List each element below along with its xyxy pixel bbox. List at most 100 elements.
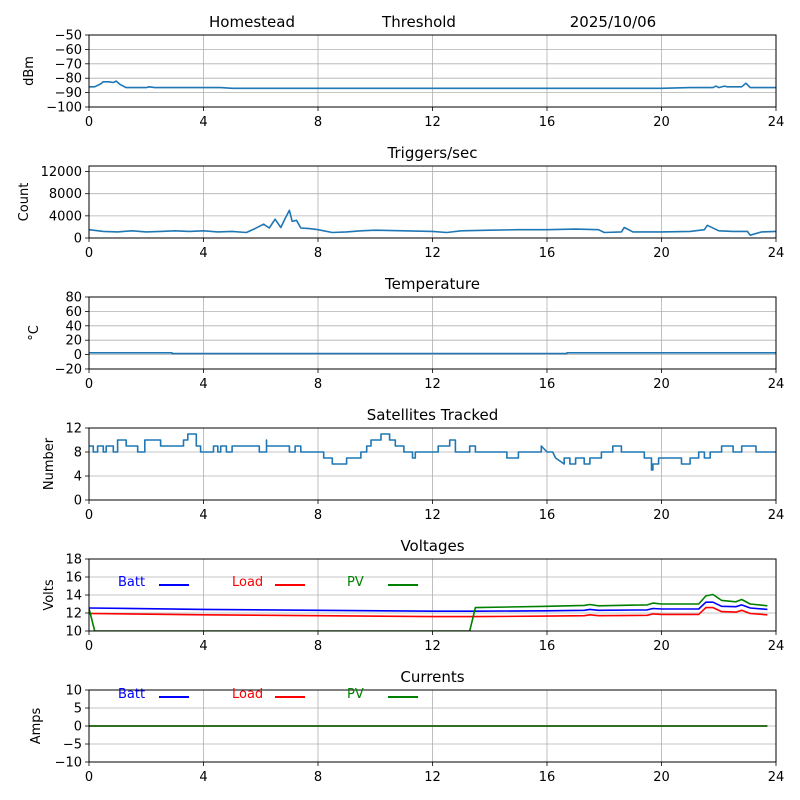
y-tick-label: −50 (55, 29, 82, 44)
legend-label-pv: PV (347, 575, 364, 590)
x-tick-label: 0 (85, 246, 93, 261)
series-line-triggers (89, 209, 776, 236)
x-tick-label: 8 (314, 115, 322, 130)
y-tick-label: −10 (55, 756, 82, 771)
header-mode: Threshold (381, 13, 456, 31)
legend-label-load: Load (232, 575, 263, 590)
x-tick-label: 0 (85, 377, 93, 392)
y-tick-label: 80 (65, 291, 82, 306)
x-tick-label: 24 (768, 639, 785, 654)
x-tick-label: 20 (653, 639, 670, 654)
x-tick-label: 16 (539, 115, 556, 130)
chart-satellites: 0 4 8 12 16 20 24 0 4 8 12 Satellites Tracked Number (42, 406, 784, 523)
y-tick-label: −60 (55, 43, 82, 58)
x-tick-label: 24 (768, 115, 785, 130)
x-tick-label: 12 (424, 639, 441, 654)
x-tick-label: 24 (768, 508, 785, 523)
x-tick-label: 24 (768, 770, 785, 785)
x-tick-label: 12 (424, 770, 441, 785)
legend-label-batt: Batt (118, 687, 145, 702)
header-station: Homestead (209, 13, 295, 31)
series-line-temperature (89, 352, 776, 355)
legend-label-load: Load (232, 687, 263, 702)
legend-label-pv: PV (347, 687, 364, 702)
y-axis-label: °C (27, 325, 42, 341)
x-tick-label: 12 (424, 246, 441, 261)
x-tick-label: 4 (199, 115, 207, 130)
y-axis-label: Number (42, 437, 57, 490)
x-tick-label: 0 (85, 639, 93, 654)
x-tick-label: 8 (314, 377, 322, 392)
series-line-signal (89, 80, 776, 90)
x-tick-label: 20 (653, 377, 670, 392)
y-axis-label: dBm (22, 56, 37, 86)
y-axis-label: Volts (42, 579, 57, 611)
x-tick-label: 8 (314, 246, 322, 261)
y-tick-label: 5 (74, 702, 82, 717)
header-date: 2025/10/06 (570, 13, 656, 31)
y-tick-label: −20 (55, 363, 82, 378)
y-tick-label: 40 (65, 319, 82, 334)
x-tick-label: 0 (85, 508, 93, 523)
y-tick-label: −70 (55, 57, 82, 72)
y-tick-label: −80 (55, 72, 82, 87)
y-tick-label: 8000 (49, 187, 82, 202)
chart-title: Temperature (384, 275, 480, 293)
x-tick-label: 16 (539, 377, 556, 392)
x-tick-label: 8 (314, 770, 322, 785)
chart-signal: 0 4 8 12 16 20 24 −100−90−80−70−60−50 dBm (22, 29, 784, 131)
series-line-satellites (89, 433, 776, 471)
y-tick-label: 10 (65, 684, 82, 699)
y-tick-label: 60 (65, 305, 82, 320)
chart-currents: 0 4 8 12 16 20 24 −10 −5 0 5 10 Currents Amps Batt Load… (29, 668, 784, 785)
chart-title: Currents (400, 668, 464, 686)
x-tick-label: 16 (539, 770, 556, 785)
y-tick-label: −90 (55, 86, 82, 101)
x-tick-label: 20 (653, 508, 670, 523)
x-tick-label: 20 (653, 246, 670, 261)
y-tick-label: 4000 (49, 209, 82, 224)
x-tick-label: 4 (199, 377, 207, 392)
y-tick-label: 8 (74, 446, 82, 461)
y-tick-label: 12 (65, 422, 82, 437)
chart-title: Voltages (400, 537, 464, 555)
x-tick-label: 12 (424, 115, 441, 130)
x-tick-label: 0 (85, 115, 93, 130)
y-tick-label: 0 (74, 232, 82, 247)
y-tick-label: 4 (74, 470, 82, 485)
x-tick-label: 4 (199, 508, 207, 523)
series-line-batt (89, 601, 768, 612)
series-line-load (89, 606, 768, 618)
x-tick-label: 8 (314, 639, 322, 654)
y-tick-label: 12 (65, 607, 82, 622)
x-tick-label: 24 (768, 377, 785, 392)
y-tick-label: 14 (65, 589, 82, 604)
x-tick-label: 8 (314, 508, 322, 523)
y-tick-label: 0 (74, 348, 82, 363)
chart-title: Triggers/sec (387, 144, 478, 162)
x-tick-label: 16 (539, 246, 556, 261)
x-tick-label: 4 (199, 639, 207, 654)
y-tick-label: 20 (65, 334, 82, 349)
x-tick-label: 0 (85, 770, 93, 785)
x-tick-label: 16 (539, 639, 556, 654)
x-tick-label: 16 (539, 508, 556, 523)
x-tick-label: 4 (199, 246, 207, 261)
x-tick-label: 12 (424, 508, 441, 523)
series-line-pv (89, 593, 768, 631)
chart-triggers: 0 4 8 12 16 20 24 0 4000 8000 12000 Triggers/sec Cou… (17, 144, 784, 261)
chart-voltages: 0 4 8 12 16 20 24 10 12 14 16 18 Voltages Volts Batt Lo… (42, 537, 784, 654)
legend-label-batt: Batt (118, 575, 145, 590)
chart-title: Satellites Tracked (367, 406, 498, 424)
x-tick-label: 12 (424, 377, 441, 392)
y-tick-label: 0 (74, 720, 82, 735)
y-tick-label: 10 (65, 625, 82, 640)
x-tick-label: 20 (653, 770, 670, 785)
x-tick-label: 24 (768, 246, 785, 261)
y-tick-label: 12000 (41, 165, 82, 180)
y-axis-label: Count (17, 183, 32, 222)
x-tick-label: 4 (199, 770, 207, 785)
y-axis-label: Amps (29, 707, 44, 744)
